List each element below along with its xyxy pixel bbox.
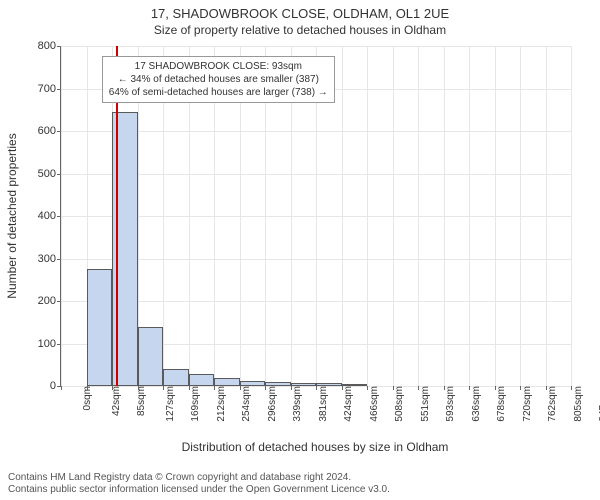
histogram-bar: [291, 383, 317, 386]
ytick-label: 800: [38, 40, 61, 52]
xtick-label: 339sqm: [278, 386, 303, 422]
histogram-bar: [87, 269, 113, 386]
xtick-mark: [163, 386, 164, 390]
footer-line-1: Contains HM Land Registry data © Crown c…: [8, 472, 390, 484]
xtick-label: 720sqm: [507, 386, 532, 422]
xtick-mark: [265, 386, 266, 390]
xtick-label: 805sqm: [558, 386, 583, 422]
xtick-mark: [546, 386, 547, 390]
ytick-label: 100: [38, 338, 61, 350]
xtick-label: 678sqm: [482, 386, 507, 422]
chart-container: 17, SHADOWBROOK CLOSE, OLDHAM, OL1 2UE S…: [0, 0, 600, 500]
gridline-v: [520, 46, 521, 386]
xtick-label: 127sqm: [150, 386, 175, 422]
histogram-bar: [214, 378, 240, 386]
xtick-mark: [240, 386, 241, 390]
histogram-bar: [138, 327, 164, 386]
xtick-mark: [342, 386, 343, 390]
gridline-v: [342, 46, 343, 386]
chart-subtitle: Size of property relative to detached ho…: [0, 21, 600, 37]
histogram-bar: [189, 374, 215, 386]
ytick-label: 200: [38, 295, 61, 307]
xtick-label: 254sqm: [227, 386, 252, 422]
gridline-v: [571, 46, 572, 386]
xtick-mark: [393, 386, 394, 390]
xtick-mark: [87, 386, 88, 390]
annotation-line: 64% of semi-detached houses are larger (…: [109, 86, 328, 99]
xtick-label: 508sqm: [380, 386, 405, 422]
histogram-bar: [240, 381, 266, 386]
footer-attribution: Contains HM Land Registry data © Crown c…: [8, 472, 390, 496]
xtick-mark: [61, 386, 62, 390]
annotation-line: 17 SHADOWBROOK CLOSE: 93sqm: [109, 60, 328, 73]
xtick-mark: [189, 386, 190, 390]
xtick-label: 466sqm: [354, 386, 379, 422]
xtick-label: 85sqm: [122, 386, 147, 416]
xtick-label: 296sqm: [252, 386, 277, 422]
xtick-mark: [291, 386, 292, 390]
gridline-v: [418, 46, 419, 386]
xtick-label: 0sqm: [68, 386, 93, 410]
xtick-label: 42sqm: [97, 386, 122, 416]
xtick-mark: [316, 386, 317, 390]
xtick-label: 847sqm: [584, 386, 600, 422]
xtick-mark: [138, 386, 139, 390]
ytick-label: 500: [38, 168, 61, 180]
xtick-mark: [520, 386, 521, 390]
gridline-v: [393, 46, 394, 386]
xtick-label: 636sqm: [456, 386, 481, 422]
xtick-mark: [418, 386, 419, 390]
ytick-label: 300: [38, 253, 61, 265]
gridline-v: [61, 46, 62, 386]
xtick-mark: [571, 386, 572, 390]
chart-title: 17, SHADOWBROOK CLOSE, OLDHAM, OL1 2UE: [0, 0, 600, 21]
gridline-v: [367, 46, 368, 386]
xtick-mark: [214, 386, 215, 390]
xtick-mark: [367, 386, 368, 390]
ytick-label: 400: [38, 210, 61, 222]
xtick-mark: [469, 386, 470, 390]
gridline-v: [469, 46, 470, 386]
gridline-v: [546, 46, 547, 386]
y-axis-label: Number of detached properties: [5, 133, 19, 298]
xtick-label: 593sqm: [431, 386, 456, 422]
histogram-bar: [163, 369, 189, 386]
xtick-mark: [444, 386, 445, 390]
annotation-box: 17 SHADOWBROOK CLOSE: 93sqm← 34% of deta…: [102, 56, 335, 103]
gridline-v: [444, 46, 445, 386]
xtick-label: 381sqm: [303, 386, 328, 422]
gridline-v: [495, 46, 496, 386]
annotation-line: ← 34% of detached houses are smaller (38…: [109, 73, 328, 86]
histogram-bar: [265, 382, 291, 386]
xtick-label: 551sqm: [405, 386, 430, 422]
ytick-label: 0: [50, 380, 61, 392]
xtick-label: 762sqm: [533, 386, 558, 422]
footer-line-2: Contains public sector information licen…: [8, 484, 390, 496]
plot-area: 01002003004005006007008000sqm42sqm85sqm1…: [60, 46, 571, 387]
ytick-label: 600: [38, 125, 61, 137]
ytick-label: 700: [38, 83, 61, 95]
x-axis-label: Distribution of detached houses by size …: [182, 440, 449, 454]
histogram-bar: [342, 384, 368, 386]
xtick-label: 424sqm: [329, 386, 354, 422]
histogram-bar: [316, 383, 342, 386]
xtick-label: 169sqm: [176, 386, 201, 422]
xtick-label: 212sqm: [201, 386, 226, 422]
xtick-mark: [495, 386, 496, 390]
xtick-mark: [112, 386, 113, 390]
